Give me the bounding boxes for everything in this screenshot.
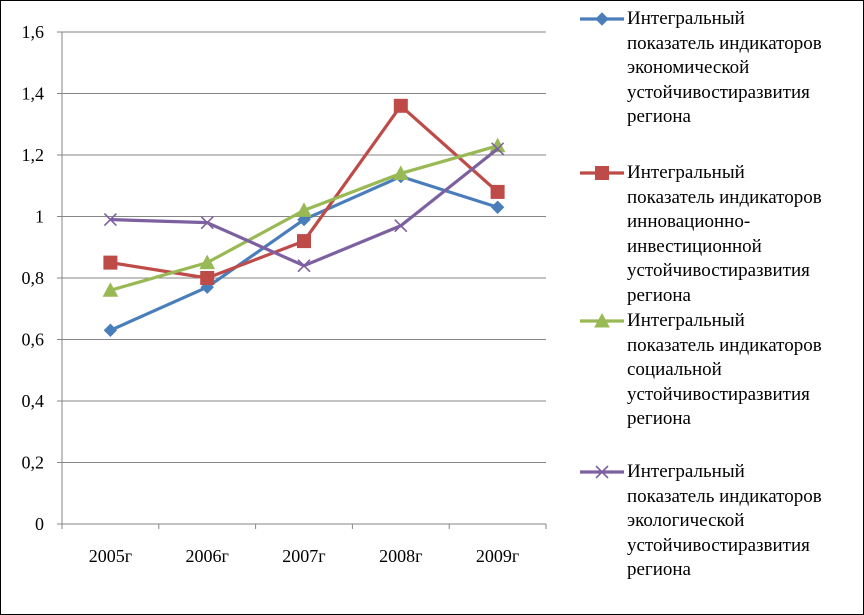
series-line bbox=[109, 174, 499, 332]
legend-label-line: Интегральный bbox=[627, 162, 745, 183]
data-point bbox=[103, 255, 118, 270]
line-chart: 00,20,40,60,811,21,41,6 2005г 2006г 2007г 2… bbox=[22, 22, 547, 566]
data-point bbox=[392, 165, 409, 180]
data-point bbox=[103, 213, 117, 227]
data-point-stroke bbox=[103, 213, 117, 227]
legend-key-marker bbox=[594, 312, 610, 328]
legend-label-line: Интегральный bbox=[627, 8, 745, 29]
series-layer bbox=[102, 98, 506, 337]
x-tick-label: 2008г bbox=[379, 546, 422, 566]
y-tick-label: 0,8 bbox=[22, 268, 45, 288]
y-tick-label: 1,4 bbox=[22, 84, 45, 104]
legend-key bbox=[580, 465, 624, 479]
y-tick-label: 1,6 bbox=[22, 22, 45, 42]
legend-label-line: Интегральный bbox=[627, 461, 745, 482]
data-point bbox=[102, 282, 119, 297]
data-point bbox=[393, 98, 408, 113]
data-point bbox=[394, 219, 408, 233]
x-axis-ticks: 2005г 2006г 2007г 2008г 2009г bbox=[89, 546, 520, 566]
y-axis-ticks: 0 0,2 0,4 0,6 0,8 1 1,2 1,4 1,6 bbox=[22, 22, 45, 534]
data-point bbox=[490, 184, 505, 199]
legend-label-line: инновационно- bbox=[627, 211, 751, 232]
legend-key-marker bbox=[595, 166, 609, 180]
legend-label-line: устойчивостиразвития bbox=[627, 383, 810, 405]
legend-label: Интегральный показатель индикаторов иннова… bbox=[627, 161, 863, 308]
legend-label-line: устойчивостиразвития bbox=[627, 81, 810, 103]
series-3 bbox=[102, 137, 506, 297]
x-tick-label: 2006г bbox=[186, 546, 229, 566]
data-point-stroke bbox=[297, 259, 311, 273]
legend-label-line: устойчивостиразвития bbox=[627, 260, 810, 281]
data-point bbox=[297, 259, 311, 273]
data-point-stroke bbox=[491, 142, 505, 156]
legend-key bbox=[580, 312, 624, 328]
data-point bbox=[199, 254, 216, 270]
series-line bbox=[110, 104, 499, 280]
legend-key bbox=[580, 12, 624, 26]
legend-label-line: региона bbox=[627, 408, 691, 429]
series-1 bbox=[103, 169, 505, 337]
legend-label: Интегральный показатель индикаторов эконом… bbox=[627, 7, 863, 130]
x-tick-label: 2009г bbox=[476, 546, 519, 566]
y-tick-label: 1 bbox=[35, 207, 44, 227]
legend-label-line: социальной bbox=[627, 359, 722, 380]
legend-key-marker-stroke bbox=[595, 465, 609, 479]
x-tick-label: 2007г bbox=[282, 546, 325, 566]
legend-label-line: региона bbox=[627, 284, 691, 306]
y-tick-label: 0,4 bbox=[22, 391, 45, 411]
data-point-stroke bbox=[200, 216, 214, 230]
y-tick-label: 1,2 bbox=[22, 145, 45, 165]
legend-label-line: показатель индикаторов bbox=[627, 485, 822, 507]
data-point bbox=[490, 200, 505, 214]
legend: Интегральный показатель индикаторов эконом… bbox=[579, 7, 863, 607]
data-point bbox=[297, 234, 311, 249]
legend-label-line: показатель индикаторов bbox=[627, 32, 822, 54]
y-tick-label: 0 bbox=[35, 514, 44, 534]
legend-label-line: инвестиционной bbox=[627, 235, 762, 257]
legend-label-line: устойчивостиразвития bbox=[627, 534, 810, 556]
y-tick-label: 0,2 bbox=[22, 453, 45, 473]
legend-label-line: показатель индикаторов bbox=[627, 334, 822, 356]
series-4 bbox=[103, 142, 505, 273]
x-tick-label: 2005г bbox=[89, 546, 132, 566]
legend-label-line: экономической bbox=[627, 57, 750, 78]
legend-label-line: региона bbox=[627, 559, 691, 580]
axes bbox=[57, 31, 547, 529]
data-point-stroke bbox=[394, 219, 408, 233]
legend-key bbox=[580, 166, 624, 180]
legend-key-marker bbox=[595, 465, 609, 479]
y-tick-label: 0,6 bbox=[22, 330, 45, 350]
legend-label-line: региона bbox=[627, 106, 691, 127]
legend-label: Интегральный показатель индикаторов эколог… bbox=[627, 460, 863, 583]
data-point bbox=[200, 271, 215, 285]
data-point bbox=[200, 216, 214, 230]
legend-label: Интегральный показатель индикаторов социал… bbox=[627, 309, 863, 432]
data-point bbox=[296, 202, 312, 217]
data-point bbox=[491, 142, 505, 156]
data-point bbox=[103, 323, 118, 337]
legend-key-marker bbox=[595, 12, 609, 26]
legend-label-line: Интегральный bbox=[627, 310, 745, 331]
legend-label-line: экологической bbox=[627, 510, 745, 531]
legend-label-line: показатель индикаторов bbox=[627, 186, 822, 208]
